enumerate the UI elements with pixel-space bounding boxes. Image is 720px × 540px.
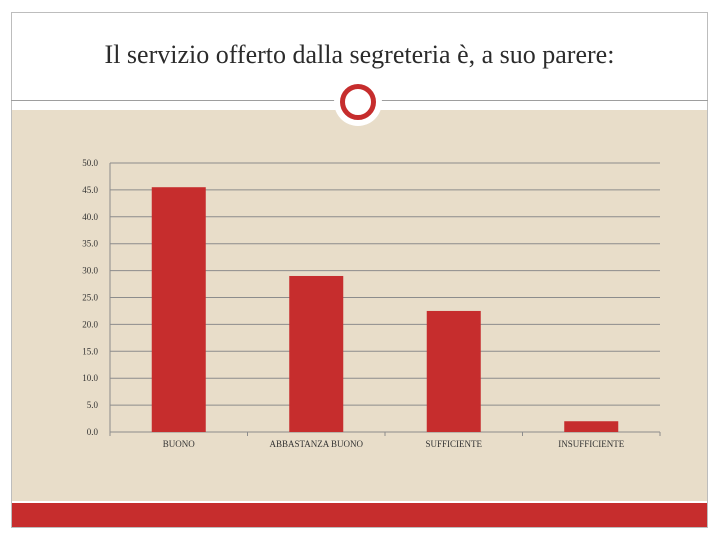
- bar: [426, 310, 481, 432]
- y-tick-label: 0.0: [87, 427, 99, 437]
- x-tick-label: ABBASTANZA BUONO: [269, 439, 363, 449]
- footer-bar: [12, 503, 707, 527]
- y-tick-label: 5.0: [87, 400, 99, 410]
- x-tick-label: INSUFFICIENTE: [558, 439, 625, 449]
- y-tick-label: 10.0: [82, 373, 98, 383]
- y-tick-label: 25.0: [82, 293, 98, 303]
- y-tick-label: 20.0: [82, 319, 98, 329]
- bar: [564, 421, 619, 432]
- y-tick-label: 35.0: [82, 239, 98, 249]
- bar: [289, 275, 344, 432]
- chart-background: [12, 110, 707, 501]
- y-tick-label: 45.0: [82, 185, 98, 195]
- x-tick-label: SUFFICIENTE: [425, 439, 482, 449]
- y-tick-label: 15.0: [82, 346, 98, 356]
- y-tick-label: 40.0: [82, 212, 98, 222]
- x-tick-label: BUONO: [163, 439, 196, 449]
- y-tick-label: 50.0: [82, 158, 98, 168]
- slide-title: Il servizio offerto dalla segreteria è, …: [104, 40, 615, 69]
- circle-ornament-icon: [340, 84, 376, 120]
- bar: [151, 187, 206, 432]
- y-tick-label: 30.0: [82, 266, 98, 276]
